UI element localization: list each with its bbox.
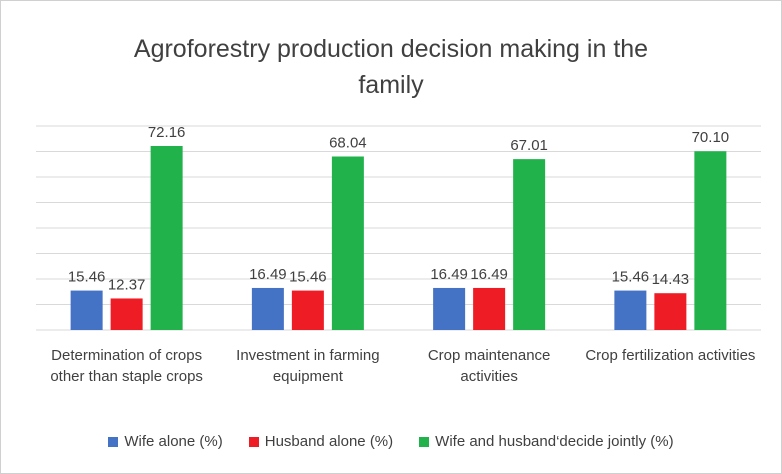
data-label: 15.46 [612, 269, 650, 286]
bar [694, 151, 727, 330]
x-tick-label: Investment in farming equipment [236, 347, 380, 385]
bar [614, 290, 647, 330]
bar [110, 298, 143, 330]
bar [513, 159, 546, 330]
data-label: 12.37 [108, 276, 146, 293]
data-label: 70.10 [692, 129, 730, 146]
data-label: 68.04 [329, 134, 367, 151]
data-label: 67.01 [510, 137, 548, 154]
legend-swatch [248, 436, 259, 447]
data-label: 16.49 [249, 266, 287, 283]
bar [473, 287, 506, 330]
legend-label: Wife and husband‘decide jointly (%) [435, 433, 674, 450]
bar [291, 290, 324, 330]
chart-title: Agroforestry production decision making … [133, 35, 649, 99]
legend-item: Husband alone (%) [248, 433, 394, 450]
data-label: 72.16 [148, 124, 186, 141]
data-label: 15.46 [289, 269, 327, 286]
bar [251, 287, 284, 330]
legend-item: Wife and husband‘decide jointly (%) [419, 433, 674, 450]
x-tick-label: Crop fertilization activities [585, 347, 756, 364]
legend-item: Wife alone (%) [108, 433, 223, 450]
bar [654, 293, 687, 330]
x-tick-label: Determination of crops other than staple… [50, 347, 203, 385]
data-label: 15.46 [68, 269, 106, 286]
legend-swatch [419, 436, 430, 447]
legend-swatch [108, 436, 119, 447]
bar [150, 145, 183, 330]
data-label: 16.49 [470, 266, 508, 283]
legend-label: Husband alone (%) [264, 433, 394, 450]
data-label: 16.49 [430, 266, 468, 283]
legend-label: Wife alone (%) [124, 433, 223, 450]
x-tick-label: Crop maintenance activities [427, 347, 551, 385]
bar [433, 287, 466, 330]
legend: Wife alone (%) Husband alone (%) Wife and … [1, 433, 781, 450]
bar [331, 156, 364, 330]
data-label: 14.43 [652, 271, 690, 288]
bar [70, 290, 103, 330]
